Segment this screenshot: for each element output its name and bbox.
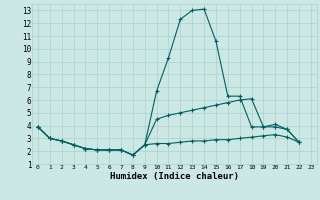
X-axis label: Humidex (Indice chaleur): Humidex (Indice chaleur) — [110, 172, 239, 181]
